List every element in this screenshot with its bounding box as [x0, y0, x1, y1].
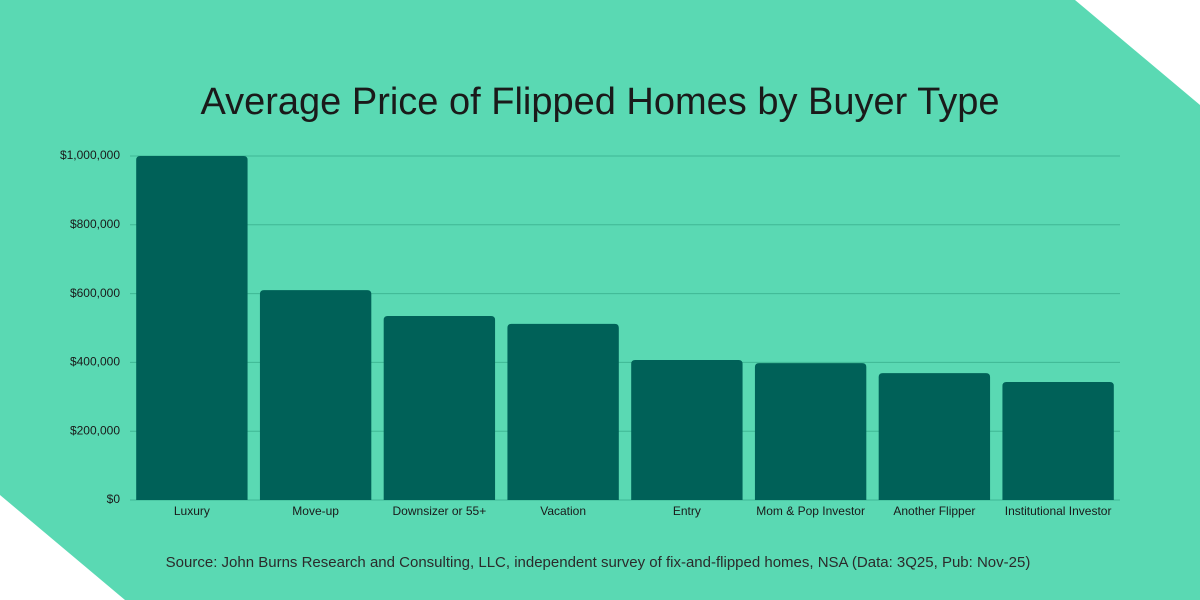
bar	[136, 156, 248, 500]
bar	[878, 373, 991, 500]
x-tick-label: Mom & Pop Investor	[756, 504, 865, 518]
y-tick-label: $200,000	[70, 423, 120, 437]
x-tick-label: Move-up	[292, 504, 339, 518]
x-tick-label: Institutional Investor	[1005, 504, 1112, 518]
bar	[1002, 382, 1114, 500]
y-tick-label: $0	[107, 492, 121, 506]
x-tick-label: Another Flipper	[893, 504, 975, 518]
bar	[383, 315, 496, 500]
y-tick-label: $1,000,000	[60, 148, 120, 162]
y-tick-label: $400,000	[70, 355, 120, 369]
chart-title: Average Price of Flipped Homes by Buyer …	[200, 81, 999, 123]
y-tick-label: $800,000	[70, 217, 120, 231]
bar	[507, 323, 619, 500]
y-tick-label: $600,000	[70, 286, 120, 300]
bar	[754, 363, 867, 500]
bar	[259, 290, 372, 500]
bar	[631, 359, 743, 500]
x-tick-label: Downsizer or 55+	[393, 504, 487, 518]
x-tick-label: Vacation	[540, 504, 586, 518]
x-tick-label: Luxury	[174, 504, 210, 518]
x-tick-label: Entry	[673, 504, 701, 518]
source-note: Source: John Burns Research and Consulti…	[166, 554, 1031, 571]
